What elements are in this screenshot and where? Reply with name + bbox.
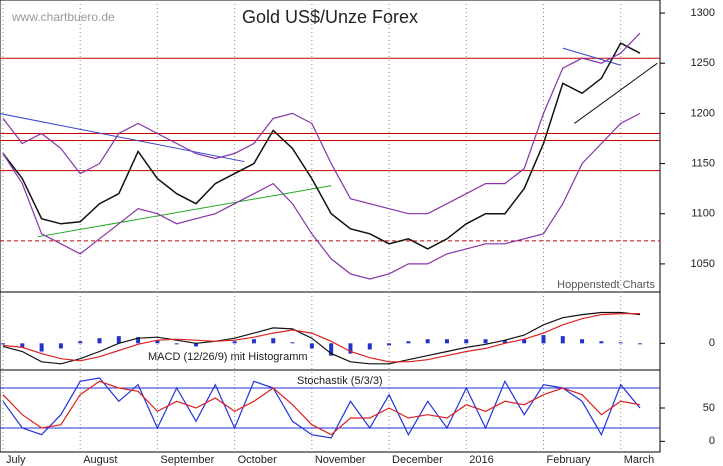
- y-tick-label: 0: [709, 435, 715, 447]
- histogram-bar: [271, 338, 276, 344]
- watermark: www.chartbuero.de: [11, 10, 115, 24]
- series-line: [2, 380, 641, 436]
- histogram-bar: [155, 340, 160, 344]
- series-line: [2, 377, 641, 439]
- histogram-bar: [406, 341, 411, 344]
- stoch-title: Stochastik (5/3/3): [297, 375, 383, 387]
- series-line: [2, 32, 641, 215]
- histogram-bar: [638, 343, 642, 345]
- histogram-bar: [232, 341, 237, 344]
- histogram-bar: [116, 336, 121, 344]
- histogram-bar: [329, 343, 334, 356]
- histogram-bar: [618, 342, 623, 344]
- x-tick-label: December: [392, 454, 443, 466]
- histogram-bar: [522, 339, 527, 344]
- histogram-bar: [541, 335, 546, 344]
- x-tick-label: August: [83, 454, 117, 466]
- x-tick-label: November: [315, 454, 366, 466]
- histogram-bar: [1, 343, 5, 345]
- trendline: [574, 62, 658, 124]
- y-tick-label: 1050: [691, 258, 715, 270]
- x-tick-label: July: [6, 454, 26, 466]
- series-line: [2, 112, 641, 280]
- histogram-bar: [39, 343, 44, 352]
- histogram-bar: [194, 343, 199, 347]
- x-tick-label: 2016: [469, 454, 493, 466]
- macd-title: MACD (12/26/9) mit Histogramm: [148, 351, 308, 363]
- frame: [0, 0, 661, 453]
- histogram-bar: [309, 343, 314, 349]
- x-tick-label: September: [160, 454, 214, 466]
- y-tick-label: 50: [703, 402, 715, 414]
- y-tick-label: 1150: [691, 157, 715, 169]
- histogram-bar: [251, 339, 256, 344]
- histogram-bar: [174, 343, 179, 345]
- histogram-bar: [580, 339, 585, 344]
- histogram-bar: [136, 337, 141, 344]
- histogram-bar: [367, 343, 372, 350]
- y-tick-label: 1200: [691, 107, 715, 119]
- histogram-bar: [20, 343, 25, 348]
- y-tick-label: 1100: [691, 208, 715, 220]
- histogram-bar: [560, 336, 565, 344]
- x-tick-label: October: [238, 454, 277, 466]
- histogram-bar: [78, 341, 83, 344]
- series-line: [2, 42, 641, 250]
- histogram-bar: [290, 342, 295, 344]
- series-line: [2, 311, 641, 365]
- histogram-bar: [444, 339, 449, 344]
- trendline: [37, 185, 332, 238]
- histogram-bar: [425, 339, 430, 344]
- histogram-bar: [502, 340, 507, 344]
- histogram-bar: [464, 339, 469, 344]
- y-tick-label: 1250: [691, 57, 715, 69]
- series-line: [2, 313, 640, 363]
- trendline: [0, 113, 245, 163]
- histogram-bar: [387, 343, 392, 346]
- chart-title: Gold US$/Unze Forex: [242, 7, 418, 27]
- histogram-bar: [483, 339, 488, 344]
- x-tick-label: February: [546, 454, 591, 466]
- source: Hoppenstedt Charts: [557, 279, 655, 291]
- histogram-bar: [58, 343, 63, 349]
- histogram-bar: [97, 338, 102, 344]
- histogram-bar: [599, 341, 604, 344]
- histogram-bar: [348, 343, 353, 354]
- x-tick-label: March: [624, 454, 655, 466]
- y-tick-label: 0: [709, 337, 715, 349]
- y-tick-label: 1300: [691, 7, 715, 19]
- trendline: [562, 47, 621, 66]
